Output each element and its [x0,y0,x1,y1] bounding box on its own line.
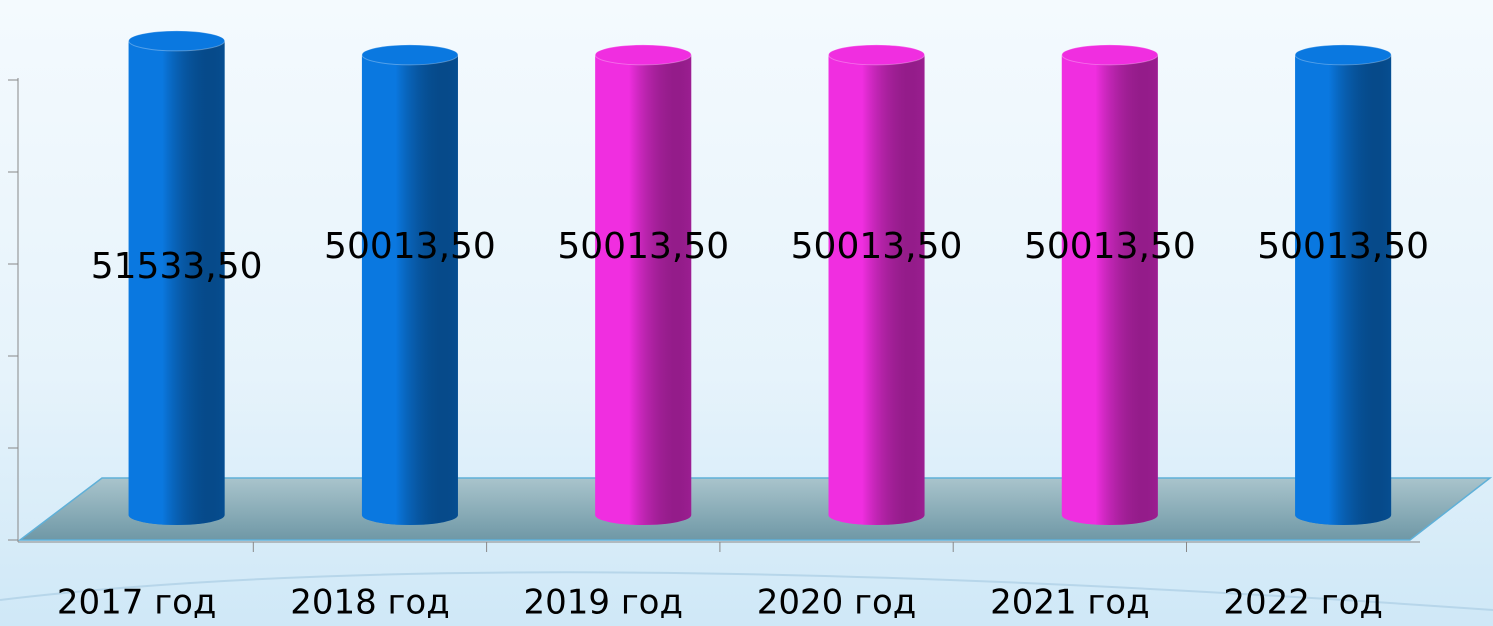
data-label: 50013,50 [557,226,729,267]
x-tick-label: 2020 год [757,583,917,623]
bar-shade [361,54,458,526]
bar-top [361,44,459,66]
floor [17,477,1493,541]
data-label: 50013,50 [1257,226,1429,267]
bar-top [594,44,692,66]
x-tick-label: 2018 год [290,583,450,623]
bar-top [1294,44,1392,66]
data-label: 50013,50 [324,226,496,267]
bar-shade [828,54,925,526]
data-label: 50013,50 [1024,226,1196,267]
decor [0,571,1493,611]
bar-top [1061,44,1159,66]
data-label: 50013,50 [791,226,963,267]
x-tick-label: 2022 год [1223,583,1383,623]
bar-top [828,44,926,66]
data-label: 51533,50 [91,246,263,287]
x-tick-label: 2019 год [523,583,683,623]
bar-top [128,30,226,52]
bar-shade [1061,54,1158,526]
x-tick-label: 2021 год [990,583,1150,623]
x-tick-label: 2017 год [57,583,217,623]
bar-shade [595,54,692,526]
bar-shade [128,40,225,526]
bar-shade [1295,54,1392,526]
